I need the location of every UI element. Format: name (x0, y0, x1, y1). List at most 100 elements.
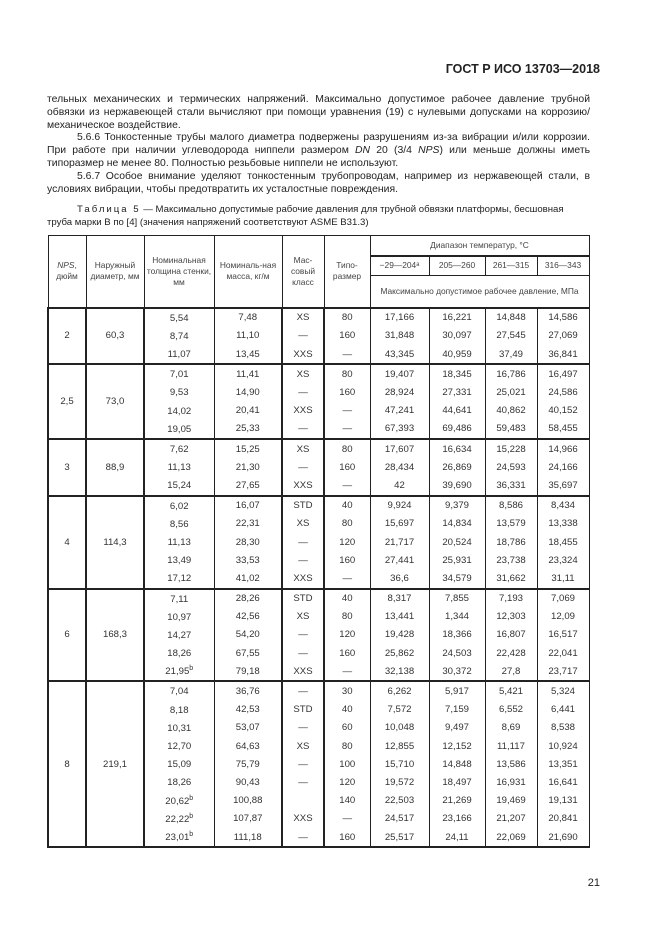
cell-p1: 19,428 (369, 625, 430, 645)
table-row: 4 114,3 6,02 16,07 STD 40 9,924 9,379 8,586 8,434 (47, 494, 590, 589)
cell-class: — (281, 827, 325, 848)
cell-wall: 23,01b (143, 827, 215, 848)
cell-p2: 7,159 (428, 700, 486, 719)
header-temp: 205—260 (428, 255, 486, 277)
cell-p1: 17,166 (369, 306, 430, 327)
table-row: 8,56 22,31 XS 80 15,697 14,834 13,579 13,338 (48, 514, 590, 533)
cell-p2: 7,855 (428, 587, 486, 608)
cell-p3: 8,69 (484, 718, 538, 737)
text: ) или меньше должны иметь типоразмер не … (47, 145, 590, 169)
cell-mass: 75,79 (213, 755, 283, 774)
wall-value: 21,95 (165, 666, 190, 678)
cell-p3: 37,49 (484, 345, 538, 365)
cell-mass: 21,30 (213, 458, 283, 477)
cell-schedule: 30 (323, 680, 371, 701)
footnote-mark: b (189, 812, 194, 820)
cell-p4: 10,924 (536, 737, 590, 756)
footnote-mark: b (189, 794, 194, 802)
cell-p3: 40,862 (484, 401, 538, 420)
cell-p2: 24,11 (428, 827, 486, 848)
cell-p3: 59,483 (484, 419, 538, 439)
cell-p2: 20,524 (428, 532, 486, 552)
cell-p1: 22,503 (369, 791, 430, 810)
wall-value: 11,07 (167, 349, 191, 361)
cell-schedule: 120 (323, 532, 371, 552)
cell-wall: 17,12 (143, 569, 215, 589)
cell-p1: 21,717 (369, 532, 430, 552)
header-wall: Номинальная толщина стенки, мм (143, 235, 215, 309)
cell-mass: 16,07 (213, 494, 283, 515)
cell-p4: 35,697 (536, 476, 590, 496)
caption-label: Таблица 5 (77, 204, 141, 216)
cell-mass: 107,87 (213, 809, 283, 828)
cell-class: XS (281, 737, 325, 756)
cell-class: — (281, 680, 325, 701)
wall-value: 8,56 (169, 518, 189, 530)
cell-p2: 44,641 (428, 401, 486, 420)
table-row: 8,74 11,10—160 31,848 30,097 27,545 27,069 (48, 326, 590, 346)
cell-class (281, 791, 325, 810)
wall-value: 19,05 (167, 424, 192, 435)
cell-class: — (281, 773, 325, 792)
cell-p3: 18,786 (484, 532, 538, 552)
cell-class: — (281, 326, 325, 346)
cell-schedule: 40 (323, 700, 371, 719)
table-row: 14,27 54,20—120 19,428 18,366 16,807 16,517 (48, 625, 590, 645)
cell-wall: 14,27 (143, 625, 215, 645)
cell-wall: 15,09 (143, 755, 215, 774)
header-schedule: Типо-размер (323, 235, 371, 309)
cell-wall: 13,49 (143, 551, 215, 570)
cell-p3: 22,428 (484, 644, 538, 663)
cell-class: XS (281, 437, 325, 459)
cell-p4: 16,641 (536, 773, 590, 792)
cell-p1: 42 (369, 476, 430, 496)
cell-p2: 21,269 (428, 791, 486, 810)
table-row: 20,62b 100,88 140 22,503 21,269 19,469 19,131 (48, 791, 590, 810)
cell-p2: 18,366 (428, 625, 486, 645)
cell-p3: 24,593 (484, 458, 538, 477)
cell-wall: 5,54 (143, 306, 215, 327)
cell-p1: 24,517 (369, 809, 430, 828)
cell-class: — (281, 718, 325, 737)
cell-class: — (281, 755, 325, 774)
table-row: 10,97 42,56 XS 80 13,441 1,344 12,303 12,09 (48, 607, 590, 626)
cell-class: — (281, 419, 325, 439)
header-class: Мас-совый класс (281, 235, 325, 309)
text: DN (355, 145, 371, 157)
page-number: 21 (587, 877, 600, 889)
cell-wall: 11,13 (143, 458, 215, 477)
header-temp: 261—315 (484, 255, 538, 277)
wall-value: 11,13 (167, 462, 191, 474)
wall-value: 6,02 (169, 500, 189, 512)
cell-p2: 9,497 (428, 718, 486, 737)
wall-value: 14,27 (167, 630, 192, 642)
cell-mass: 11,41 (213, 363, 283, 384)
cell-class: XXS (281, 401, 325, 420)
cell-class: XS (281, 514, 325, 533)
cell-schedule: 160 (323, 383, 371, 402)
wall-value: 10,97 (167, 611, 192, 623)
cell-p4: 23,717 (536, 662, 590, 682)
cell-p2: 9,379 (428, 494, 486, 515)
cell-wall: 6,02 (143, 494, 215, 515)
header-nps: NPS, дюйм (47, 235, 87, 309)
cell-mass: 15,25 (213, 437, 283, 459)
cell-schedule: 100 (323, 755, 371, 774)
cell-schedule: 80 (323, 437, 371, 459)
cell-nps: 6 (47, 587, 87, 682)
cell-mass: 14,90 (213, 383, 283, 402)
cell-class: XXS (281, 809, 325, 828)
cell-p2: 39,690 (428, 476, 486, 496)
table-row: 6 168,3 7,11 28,26 STD 40 8,317 7,855 7,193 7,069 (47, 587, 590, 682)
wall-value: 5,54 (169, 312, 189, 324)
table-row: 12,70 64,63 XS 80 12,855 12,152 11,117 10,924 (48, 737, 590, 756)
wall-value: 7,11 (170, 593, 189, 605)
cell-p1: 8,317 (369, 587, 430, 608)
cell-class: XS (281, 363, 325, 384)
wall-value: 11,13 (167, 537, 191, 549)
cell-wall: 14,02 (143, 401, 215, 420)
cell-schedule: 40 (323, 494, 371, 515)
wall-value: 10,31 (167, 723, 192, 734)
wall-value: 9,53 (169, 387, 189, 399)
cell-nps: 8 (47, 680, 87, 848)
